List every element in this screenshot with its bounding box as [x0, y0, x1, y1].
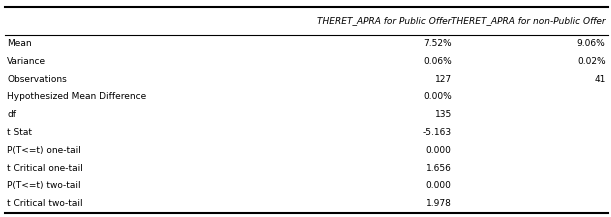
Text: Hypothesized Mean Difference: Hypothesized Mean Difference — [7, 92, 147, 102]
Text: 0.06%: 0.06% — [423, 57, 452, 66]
Text: 7.52%: 7.52% — [423, 39, 452, 48]
Text: 41: 41 — [594, 75, 606, 84]
Text: df: df — [7, 110, 16, 119]
Text: t Critical two-tail: t Critical two-tail — [7, 199, 83, 208]
Text: -5.163: -5.163 — [423, 128, 452, 137]
Text: 135: 135 — [434, 110, 452, 119]
Text: 127: 127 — [434, 75, 452, 84]
Text: 0.00%: 0.00% — [423, 92, 452, 102]
Text: THERET_APRA for Public Offer: THERET_APRA for Public Offer — [317, 16, 452, 25]
Text: P(T<=t) two-tail: P(T<=t) two-tail — [7, 181, 81, 191]
Text: 1.978: 1.978 — [426, 199, 452, 208]
Text: t Critical one-tail: t Critical one-tail — [7, 164, 83, 173]
Text: 0.000: 0.000 — [426, 146, 452, 155]
Text: Mean: Mean — [7, 39, 32, 48]
Text: P(T<=t) one-tail: P(T<=t) one-tail — [7, 146, 81, 155]
Text: THERET_APRA for non-Public Offer: THERET_APRA for non-Public Offer — [451, 16, 606, 25]
Text: t Stat: t Stat — [7, 128, 32, 137]
Text: 0.02%: 0.02% — [577, 57, 606, 66]
Text: 1.656: 1.656 — [426, 164, 452, 173]
Text: 0.000: 0.000 — [426, 181, 452, 191]
Text: 9.06%: 9.06% — [577, 39, 606, 48]
Text: Variance: Variance — [7, 57, 46, 66]
Text: Observations: Observations — [7, 75, 67, 84]
